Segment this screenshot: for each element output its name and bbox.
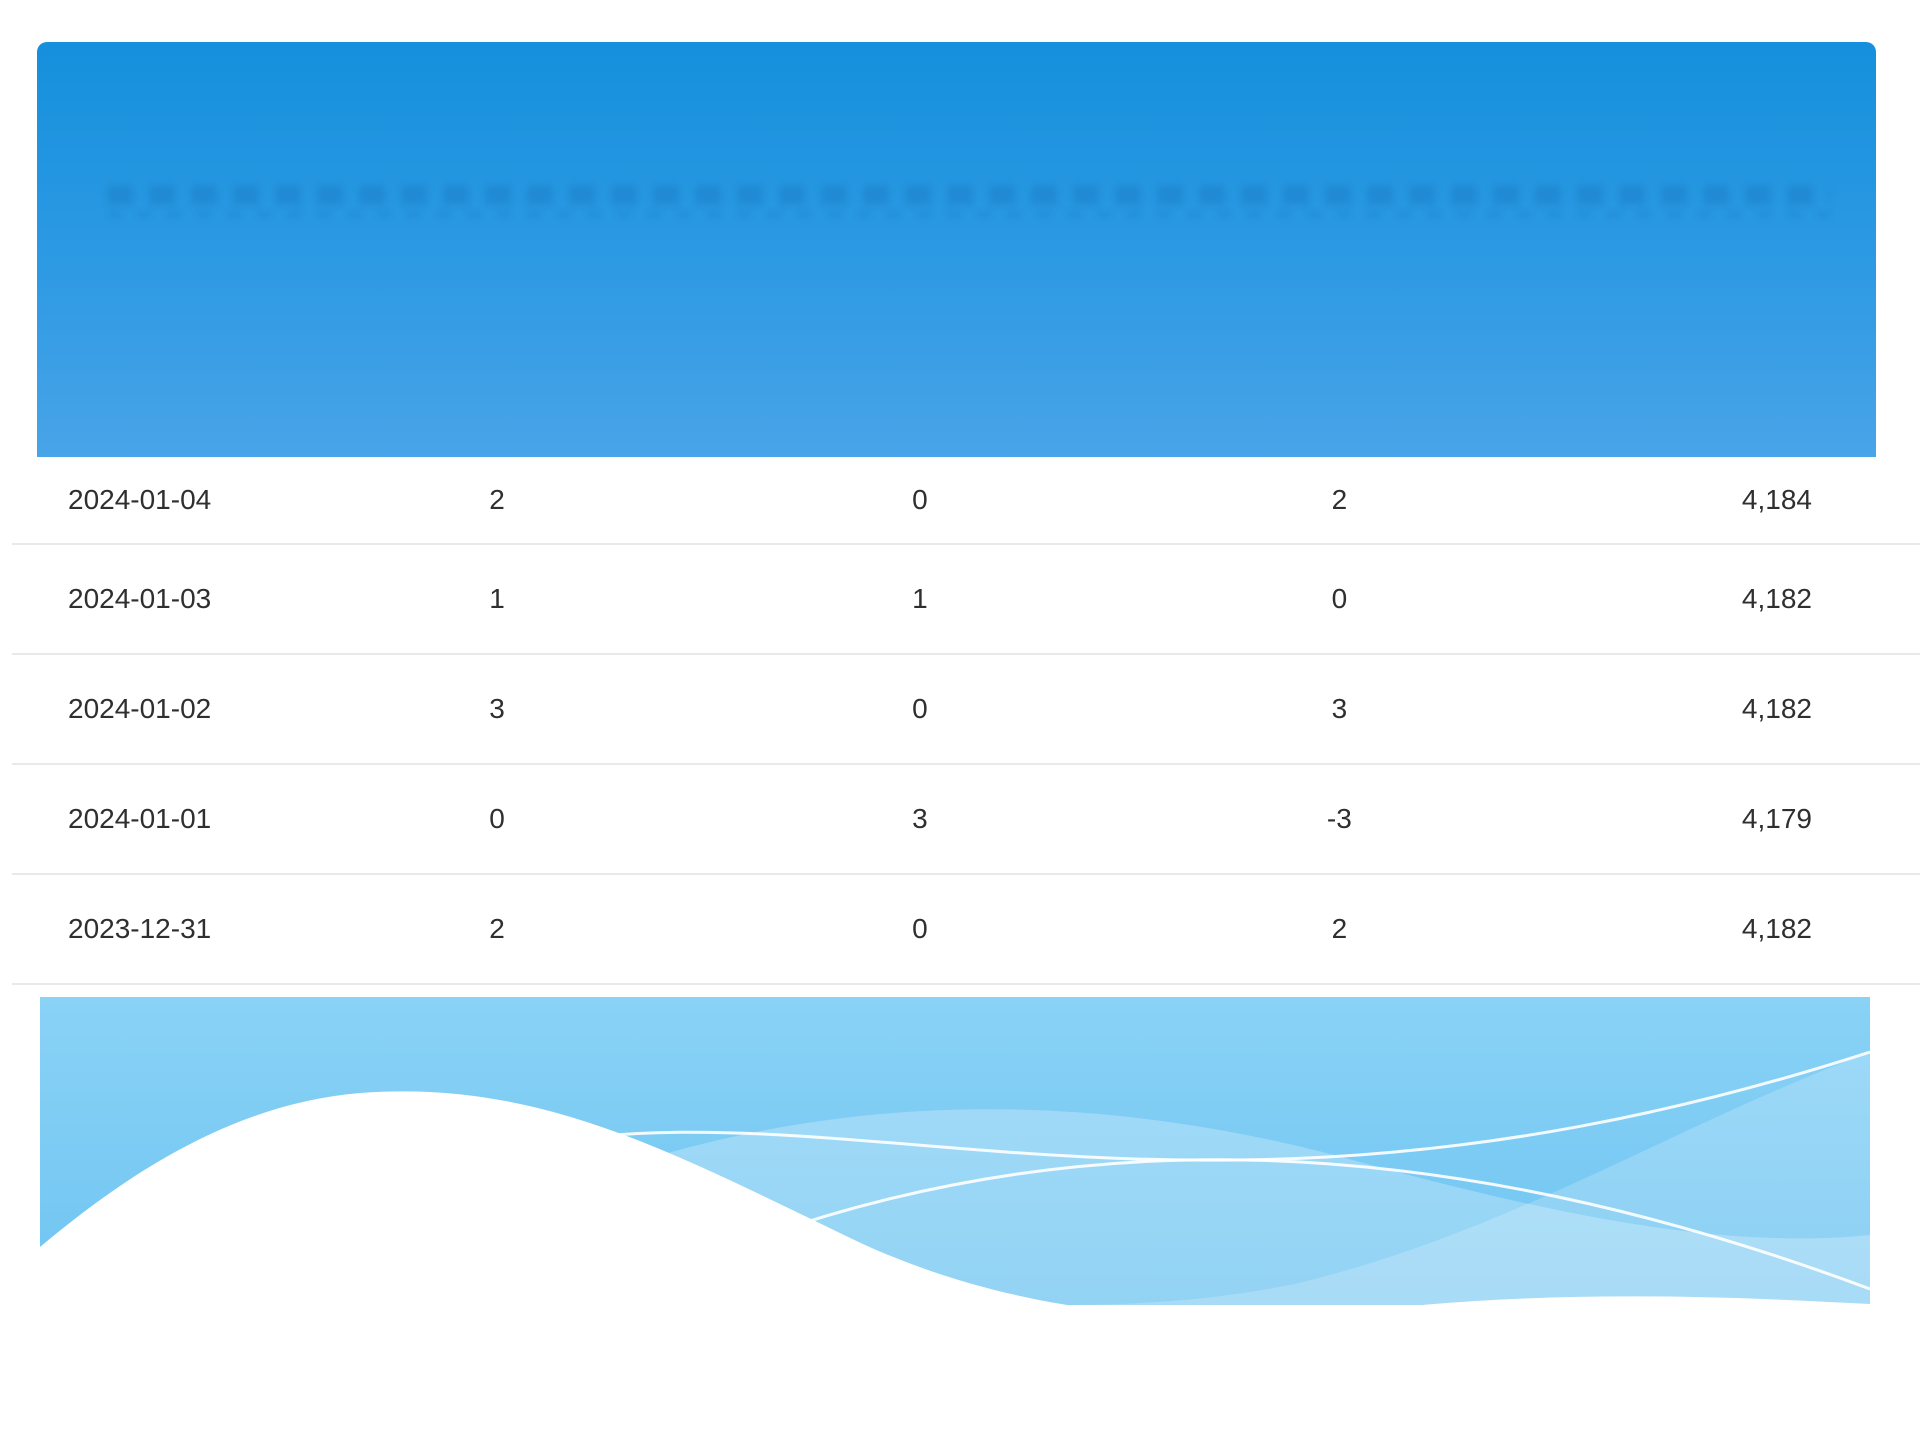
table-row: 2024-01-03 1 1 0 4,182 (12, 545, 1920, 655)
value-cell: 0 (912, 484, 928, 515)
value-cell: 2 (1331, 484, 1348, 515)
value-cell: 3 (912, 803, 928, 834)
date-cell: 2024-01-02 (68, 693, 212, 724)
date-cell: 2024-01-01 (68, 803, 212, 834)
wave-overlay-light-2 (1050, 1052, 1870, 1305)
value-cell: 1 (489, 583, 505, 614)
value-cell: 0 (489, 803, 505, 834)
table-row: 2024-01-02 3 0 3 4,182 (12, 655, 1920, 765)
table-row: 2023-12-31 2 0 2 4,182 (12, 875, 1920, 985)
value-cell: 3 (1331, 693, 1348, 724)
date-cell: 2023-12-31 (68, 913, 212, 944)
total-cell: 4,179 (1741, 803, 1812, 834)
value-cell: -3 (1326, 803, 1352, 834)
blurred-header-text-stripe (107, 185, 1831, 205)
value-cell: 2 (489, 484, 505, 515)
header-card (37, 42, 1876, 457)
total-cell: 4,182 (1741, 693, 1812, 724)
value-cell: 0 (912, 913, 928, 944)
footer-wave-graphic (40, 997, 1870, 1305)
value-cell: 0 (912, 693, 928, 724)
blurred-header-subtext-stripe (107, 211, 1831, 218)
table-row: 2024-01-04 2 0 2 4,184 (12, 457, 1920, 545)
date-cell: 2024-01-04 (68, 484, 212, 515)
total-cell: 4,182 (1741, 913, 1812, 944)
date-cell: 2024-01-03 (68, 583, 212, 614)
footer-wave (40, 997, 1870, 1305)
value-cell: 0 (1331, 583, 1348, 614)
value-cell: 2 (489, 913, 505, 944)
stats-table: 2024-01-04 2 0 2 4,184 2024-01-03 1 1 0 … (0, 457, 1920, 985)
value-cell: 3 (489, 693, 505, 724)
total-cell: 4,182 (1741, 583, 1812, 614)
table-row: 2024-01-01 0 3 -3 4,179 (12, 765, 1920, 875)
value-cell: 1 (912, 583, 928, 614)
wave-foreground-white (40, 1091, 1870, 1305)
value-cell: 2 (1331, 913, 1348, 944)
total-cell: 4,184 (1741, 484, 1812, 515)
